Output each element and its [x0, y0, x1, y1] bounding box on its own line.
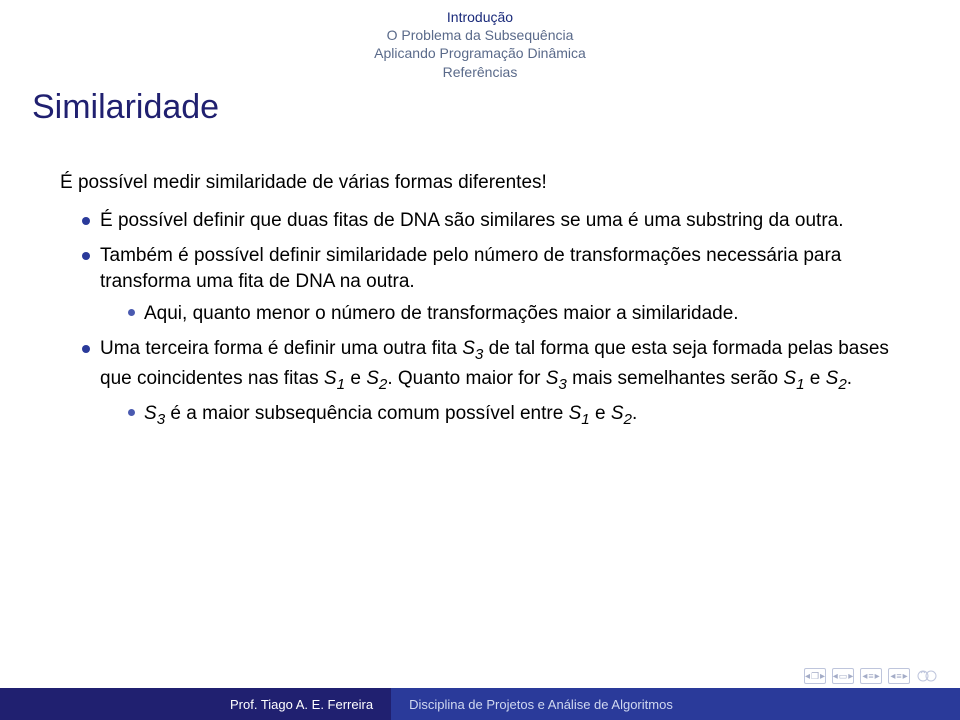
sym-S1-a: S	[324, 368, 337, 389]
nav-sect-bars-icon: ≡	[896, 671, 901, 681]
frame-title: Similaridade	[32, 88, 219, 127]
sym-S1-b: S	[783, 368, 796, 389]
nav-prev-subsect-icon[interactable]: ≡	[860, 668, 882, 684]
bullet-2a: Aqui, quanto menor o número de transform…	[128, 301, 900, 327]
nav-prev-frame-icon[interactable]: ▭	[832, 668, 854, 684]
nav-item-introducao[interactable]: Introdução	[0, 8, 960, 26]
nav-prev-sect-icon[interactable]: ≡	[888, 668, 910, 684]
bullet-1: É possível definir que duas fitas de DNA…	[82, 208, 900, 234]
nav-slide-box-icon	[811, 671, 819, 682]
bullet-3a: S3 é a maior subsequência comum possível…	[128, 401, 900, 430]
nav-prev-slide-icon[interactable]	[804, 668, 826, 684]
sym-S2-b: S	[826, 368, 839, 389]
content: É possível medir similaridade de várias …	[60, 170, 900, 440]
footer-author: Prof. Tiago A. E. Ferreira	[0, 688, 391, 720]
beamer-nav-symbols: ▭ ≡ ≡	[804, 668, 936, 684]
bullet-3-part4: . Quanto maior for	[387, 368, 545, 389]
sub-2-b: 2	[838, 375, 846, 392]
footer: Prof. Tiago A. E. Ferreira Disciplina de…	[0, 688, 960, 720]
nav-item-dinamica[interactable]: Aplicando Programação Dinâmica	[0, 44, 960, 62]
nav-subsect-bars-icon: ≡	[868, 671, 873, 681]
sub-2-c: 2	[624, 411, 632, 428]
sym-S3-a: S	[462, 338, 475, 359]
bullet-3: Uma terceira forma é definir uma outra f…	[82, 336, 900, 430]
sym-S3-c: S	[144, 403, 157, 424]
sym-S2-a: S	[366, 368, 379, 389]
bullet-3-part3: e	[345, 368, 366, 389]
bullet-3a-part1: é a maior subsequência comum possível en…	[165, 403, 568, 424]
lead-text: É possível medir similaridade de várias …	[60, 170, 900, 196]
nav-back-forward-icon[interactable]	[916, 668, 936, 684]
sym-S3-b: S	[546, 368, 559, 389]
bullet-3-part5: mais semelhantes serão	[567, 368, 784, 389]
section-nav: Introdução O Problema da Subsequência Ap…	[0, 8, 960, 81]
bullet-3a-part2: e	[590, 403, 611, 424]
slide: Introdução O Problema da Subsequência Ap…	[0, 0, 960, 720]
bullet-3-part6: e	[805, 368, 826, 389]
sub-3-b: 3	[558, 375, 566, 392]
sub-1-a: 1	[337, 375, 345, 392]
nav-item-referencias[interactable]: Referências	[0, 63, 960, 81]
sub-1-b: 1	[796, 375, 804, 392]
sym-S2-c: S	[611, 403, 624, 424]
bullet-3a-part3: .	[632, 403, 637, 424]
bullet-3-part1: Uma terceira forma é definir uma outra f…	[100, 338, 462, 359]
bullet-2: Também é possível definir similaridade p…	[82, 243, 900, 326]
sub-1-c: 1	[581, 411, 589, 428]
footer-lecture: Disciplina de Projetos e Análise de Algo…	[391, 697, 673, 712]
bullet-3-part7: .	[847, 368, 852, 389]
nav-item-subsequencia[interactable]: O Problema da Subsequência	[0, 26, 960, 44]
nav-frame-box-icon: ▭	[839, 671, 848, 682]
sub-3-c: 3	[157, 411, 165, 428]
bullet-2-text: Também é possível definir similaridade p…	[100, 245, 841, 292]
bullet-list: É possível definir que duas fitas de DNA…	[60, 208, 900, 431]
sym-S1-c: S	[569, 403, 582, 424]
